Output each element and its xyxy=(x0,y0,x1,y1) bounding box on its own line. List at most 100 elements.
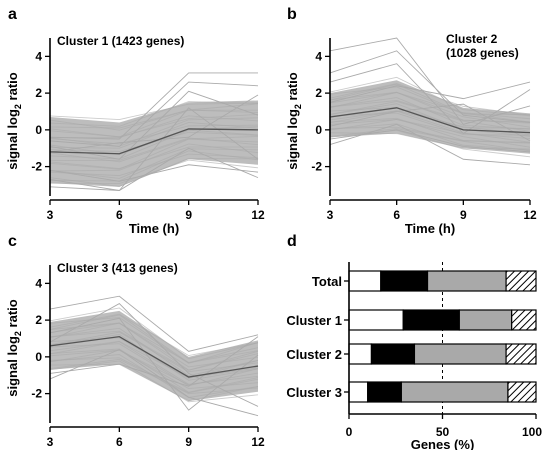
gene-profile-line xyxy=(49,109,259,138)
gene-profile-line xyxy=(49,147,259,191)
panel-label-a: a xyxy=(8,6,17,23)
gene-profile-line xyxy=(329,83,531,116)
gene-profile-line xyxy=(329,132,531,150)
gene-profile-line xyxy=(49,109,259,129)
y-axis-label: signal log2 ratio xyxy=(5,72,23,170)
gene-profile-line xyxy=(49,72,258,140)
x-axis-label: Time (h) xyxy=(129,221,179,236)
bar-segment xyxy=(348,381,369,403)
x-tick-label: 6 xyxy=(393,208,400,222)
gene-profile-line xyxy=(49,94,259,153)
gene-profile-line xyxy=(49,322,259,368)
panel-c-cluster3-chart: 4 2 0 -2 3 6 9 12 Time (h) signal log2 ratio Clust… xyxy=(5,261,265,450)
gene-profile-line xyxy=(49,322,259,371)
y-axis-label: signal log2 ratio xyxy=(285,72,303,170)
gene-profile-line xyxy=(49,349,259,390)
x-tick-label: 6 xyxy=(116,435,123,449)
bar-segment xyxy=(348,270,382,292)
x-tick-label: 0 xyxy=(346,425,353,439)
category-label: Cluster 1 xyxy=(286,313,342,328)
chart-title: Cluster 1 (1423 genes) xyxy=(57,34,184,48)
x-tick-label: 9 xyxy=(185,208,192,222)
gene-profile-line xyxy=(49,313,259,357)
gene-profile-line xyxy=(329,106,531,129)
gene-profile-line xyxy=(49,148,259,179)
x-tick-label: 50 xyxy=(436,425,450,439)
bar-segment xyxy=(458,309,513,331)
panel-label-b: b xyxy=(287,6,297,23)
profile-band xyxy=(50,310,258,401)
x-axis-label: Genes (%) xyxy=(411,437,475,450)
gene-profile-line xyxy=(49,107,259,191)
gene-profile-line xyxy=(329,50,531,123)
y-tick-label: 4 xyxy=(315,49,322,63)
gene-profile-line xyxy=(49,307,259,360)
gene-profile-line xyxy=(329,123,531,151)
x-tick-label: 9 xyxy=(185,435,192,449)
chart-title: (1028 genes) xyxy=(446,46,519,60)
x-tick-label: 3 xyxy=(47,208,54,222)
y-tick-label: 0 xyxy=(35,123,42,137)
bar-segment xyxy=(348,309,404,331)
x-tick-label: 3 xyxy=(47,435,54,449)
gene-profile-line xyxy=(49,129,259,160)
category-label: Total xyxy=(312,274,342,289)
category-label: Cluster 2 xyxy=(286,347,342,362)
gene-profile-line xyxy=(49,124,259,145)
gene-profile-line xyxy=(329,100,531,124)
gene-profile-line xyxy=(49,336,259,387)
bar-segment xyxy=(370,343,416,365)
gene-profile-line xyxy=(329,81,531,103)
bar-segment xyxy=(426,270,507,292)
bar-segment xyxy=(380,270,429,292)
median-profile-line xyxy=(49,335,259,378)
gene-profile-line xyxy=(329,103,531,142)
y-tick-label: 4 xyxy=(35,49,42,63)
x-tick-label: 100 xyxy=(522,425,542,439)
y-tick-label: -2 xyxy=(31,387,42,401)
gene-profile-line xyxy=(329,129,531,153)
gene-profile-line xyxy=(329,110,531,143)
bar-segment xyxy=(505,270,537,292)
x-axis-label: Time (h) xyxy=(405,221,455,236)
gene-profile-line xyxy=(49,138,259,170)
gene-profile-line xyxy=(49,337,259,379)
panel-d-stacked-bar-chart: Total Cluster 1 Cluster 2 Cluster 3 0 50 100 Ge… xyxy=(286,262,542,450)
panel-a-cluster1-chart: 4 2 0 -2 3 6 9 12 Time (h) signal log2 ratio Clust… xyxy=(5,34,265,236)
x-tick-label: 3 xyxy=(327,208,334,222)
profile-band xyxy=(50,100,258,187)
gene-profile-line xyxy=(49,81,259,147)
gene-profile-line xyxy=(329,76,531,117)
panel-b-cluster2-chart: 4 2 0 -2 3 6 9 12 Time (h) signal log2 ratio Clust… xyxy=(285,32,537,236)
gene-profile-line xyxy=(49,360,259,403)
gene-profile-line xyxy=(329,118,531,139)
x-tick-label: 9 xyxy=(460,208,467,222)
bar-segment xyxy=(402,309,460,331)
gene-profile-line xyxy=(49,317,259,411)
gene-profile-line xyxy=(49,126,259,156)
y-tick-label: 2 xyxy=(35,313,42,327)
y-axis-label: signal log2 ratio xyxy=(5,299,23,397)
gene-profile-line xyxy=(329,112,531,136)
panel-label-d: d xyxy=(287,233,297,250)
chart-title: Cluster 2 xyxy=(446,32,498,46)
gene-profile-line xyxy=(329,97,531,130)
gene-profile-line xyxy=(49,349,259,417)
gene-profile-line xyxy=(329,92,531,120)
y-tick-label: 4 xyxy=(35,276,42,290)
x-tick-label: 6 xyxy=(116,208,123,222)
gene-profile-line xyxy=(49,115,259,139)
gene-profile-line xyxy=(329,37,531,125)
bar-segment xyxy=(511,309,537,331)
gene-profile-line xyxy=(49,295,259,352)
y-tick-label: 0 xyxy=(35,350,42,364)
gene-profile-line xyxy=(49,340,259,379)
gene-profile-line xyxy=(49,164,259,182)
gene-profile-line xyxy=(329,129,531,158)
gene-profile-line xyxy=(49,354,259,398)
bar-segment xyxy=(348,343,373,365)
gene-profile-line xyxy=(329,91,531,123)
gene-profile-line xyxy=(49,322,259,363)
gene-profile-line xyxy=(49,143,259,172)
